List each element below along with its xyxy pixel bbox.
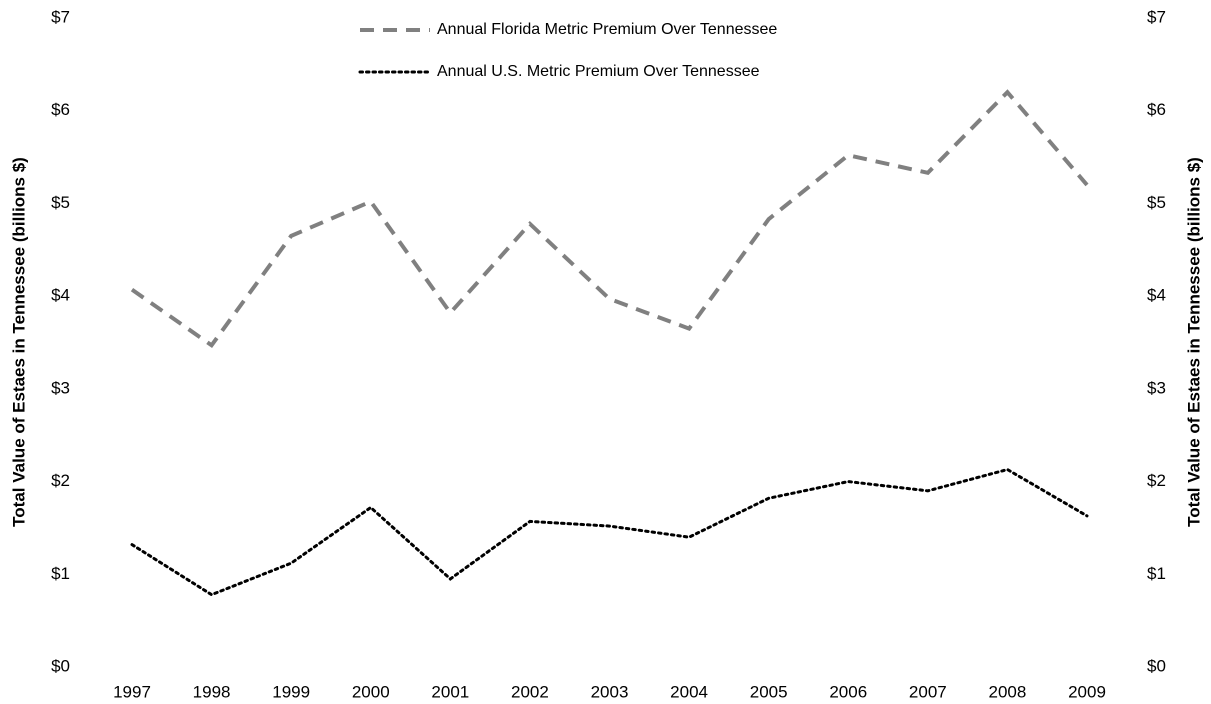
x-tick-label: 1999 [272,682,310,701]
y-tick-label: $5 [51,193,70,212]
data-line [130,467,1089,597]
x-tick-label: 2007 [909,682,947,701]
y2-tick-label: $5 [1147,193,1166,212]
y-tick-label: $4 [51,286,70,305]
y2-tick-label: $6 [1147,100,1166,119]
x-tick-label: 2006 [829,682,867,701]
y-tick-label: $2 [51,471,70,490]
y-tick-label: $6 [51,100,70,119]
y-tick-label: $7 [51,7,70,26]
y-tick-label: $1 [51,564,70,583]
x-tick-label: 1998 [193,682,231,701]
y2-tick-label: $7 [1147,7,1166,26]
legend-label: Annual Florida Metric Premium Over Tenne… [437,21,777,38]
x-tick-label: 2001 [431,682,469,701]
y2-tick-label: $2 [1147,471,1166,490]
y2-tick-label: $4 [1147,286,1166,305]
x-tick-label: 2004 [670,682,708,701]
y2-tick-label: $0 [1147,656,1166,675]
y2-tick-label: $3 [1147,378,1166,397]
y-axis-label: Total Value of Estaes in Tennessee (bill… [9,157,28,527]
y-tick-label: $3 [51,378,70,397]
x-tick-label: 2003 [591,682,629,701]
y-tick-label: $0 [51,656,70,675]
x-tick-label: 2002 [511,682,549,701]
x-tick-label: 2008 [989,682,1027,701]
x-tick-label: 2009 [1068,682,1106,701]
data-line [130,89,1089,349]
x-tick-label: 2000 [352,682,390,701]
y2-axis-label: Total Value of Estaes in Tennessee (bill… [1184,157,1203,527]
x-tick-label: 2005 [750,682,788,701]
y2-tick-label: $1 [1147,564,1166,583]
legend-label: Annual U.S. Metric Premium Over Tennesse… [437,63,760,80]
x-tick-label: 1997 [113,682,151,701]
